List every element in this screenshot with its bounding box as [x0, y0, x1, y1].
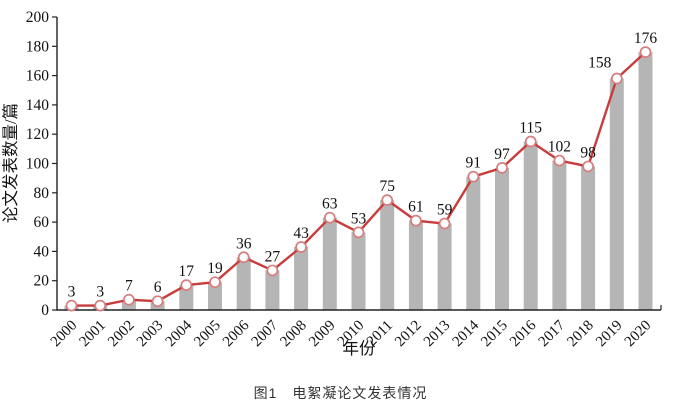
- value-label-2019: 158: [588, 55, 612, 72]
- bar-2009: [322, 217, 337, 310]
- y-tick-label: 140: [26, 97, 50, 114]
- value-label-2005: 19: [207, 260, 223, 277]
- x-tick-label-2003: 2003: [134, 318, 167, 351]
- marker-2020: [639, 46, 652, 59]
- marker-2012: [410, 214, 422, 227]
- marker-2014: [467, 170, 480, 183]
- bar-2012: [408, 220, 423, 310]
- value-label-2000: 3: [68, 284, 76, 301]
- y-tick-label: 80: [34, 185, 50, 202]
- y-axis: [52, 16, 57, 311]
- y-tick-label: 200: [26, 9, 50, 26]
- bar-2005: [208, 282, 222, 310]
- x-tick-label-2001: 2001: [77, 318, 110, 351]
- value-label-2016: 115: [519, 120, 542, 137]
- marker-2010: [352, 226, 365, 239]
- value-label-2008: 43: [293, 225, 309, 242]
- value-label-2007: 27: [265, 248, 281, 265]
- value-label-2018: 98: [580, 144, 596, 161]
- x-tick-label-2020: 2020: [622, 318, 655, 351]
- x-tick-label-2012: 2012: [392, 318, 425, 351]
- x-tick-label-2013: 2013: [421, 318, 454, 351]
- y-tick-label: 160: [26, 68, 50, 85]
- x-tick-label-2015: 2015: [478, 318, 511, 351]
- bar-2004: [179, 285, 194, 310]
- x-tick-label-2009: 2009: [306, 318, 339, 351]
- figure-caption: 图1 电絮凝论文发表情况: [253, 385, 428, 401]
- x-tick-label-2014: 2014: [450, 317, 483, 350]
- value-label-2020: 176: [634, 30, 658, 47]
- x-tick-label-2002: 2002: [105, 318, 138, 351]
- marker-2016: [524, 135, 537, 148]
- y-tick-label: 100: [26, 156, 50, 173]
- value-label-2012: 61: [408, 199, 424, 216]
- bar-2013: [437, 223, 452, 310]
- marker-2008: [295, 241, 307, 253]
- bar-2006: [236, 257, 251, 310]
- x-tick-label-2018: 2018: [564, 318, 597, 351]
- value-label-2015: 97: [494, 146, 510, 163]
- marker-2018: [582, 160, 594, 173]
- value-label-2014: 91: [466, 155, 482, 172]
- marker-2002: [123, 293, 135, 306]
- marker-2011: [381, 194, 394, 206]
- marker-2019: [610, 72, 623, 85]
- y-tick-label: 0: [41, 302, 49, 319]
- marker-2005: [209, 276, 221, 289]
- x-axis-label: 年份: [343, 339, 377, 358]
- marker-2009: [323, 211, 336, 224]
- y-axis-label: 论文发表数量/篇: [1, 103, 20, 223]
- bar-2017: [552, 160, 567, 310]
- y-tick-label: 120: [26, 126, 50, 143]
- value-label-2009: 63: [322, 196, 338, 213]
- value-label-2002: 7: [125, 278, 133, 295]
- marker-2001: [94, 299, 107, 312]
- y-tick-label: 60: [34, 214, 50, 231]
- x-tick-label-2000: 2000: [48, 318, 81, 351]
- x-tick-label-2016: 2016: [507, 317, 540, 350]
- bar-2011: [380, 200, 395, 310]
- marker-2000: [65, 299, 78, 312]
- x-tick-label-2007: 2007: [249, 317, 282, 350]
- marker-2006: [237, 251, 250, 264]
- x-tick-label-2005: 2005: [191, 318, 224, 351]
- marker-2007: [266, 264, 279, 277]
- bar-2010: [351, 232, 366, 310]
- marker-2015: [496, 162, 508, 174]
- value-label-2001: 3: [96, 284, 104, 301]
- bar-2019: [609, 78, 624, 310]
- y-tick-label: 20: [34, 273, 50, 290]
- bar-2015: [495, 167, 509, 310]
- bar-2014: [466, 176, 481, 310]
- value-label-2011: 75: [379, 178, 395, 195]
- value-label-2017: 102: [548, 139, 571, 156]
- y-tick-label: 40: [34, 243, 50, 260]
- value-label-2004: 17: [179, 263, 195, 280]
- value-label-2006: 36: [236, 235, 252, 252]
- value-label-2003: 6: [154, 279, 162, 296]
- x-tick-label-2017: 2017: [536, 317, 569, 350]
- bars: [64, 52, 653, 310]
- bar-2007: [265, 270, 280, 310]
- x-tick-label-2019: 2019: [593, 318, 626, 351]
- y-tick-label: 180: [26, 38, 50, 55]
- value-label-2013: 59: [437, 202, 453, 219]
- bar-2020: [638, 52, 653, 310]
- bar-2018: [581, 166, 596, 310]
- x-tick-label-2004: 2004: [163, 317, 196, 350]
- marker-2004: [180, 279, 193, 291]
- marker-2017: [553, 154, 566, 167]
- x-tick-label-2008: 2008: [277, 318, 310, 351]
- x-tick-label-2006: 2006: [220, 317, 253, 350]
- marker-2003: [151, 295, 164, 308]
- marker-2013: [438, 217, 451, 230]
- value-label-2010: 53: [351, 210, 367, 227]
- bar-2016: [523, 141, 538, 310]
- bar-2008: [294, 247, 309, 310]
